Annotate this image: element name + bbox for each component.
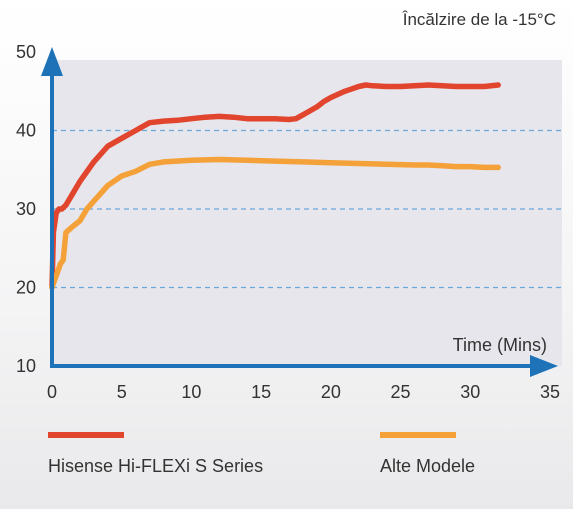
- x-tick-0: 0: [47, 382, 57, 402]
- series-lines: [49, 82, 501, 291]
- y-axis-arrow: [41, 47, 63, 76]
- x-tick-10: 10: [181, 382, 201, 402]
- x-tick-20: 20: [321, 382, 341, 402]
- x-axis-arrow: [530, 355, 558, 377]
- x-tick-labels: 0 5 10 15 20 25 30 35: [47, 382, 560, 402]
- legend: Hisense Hi-FLEXi S Series Alte Modele: [0, 432, 573, 492]
- axes: [41, 47, 558, 377]
- x-axis-title: Time (Mins): [453, 335, 547, 355]
- legend-swatch-hisense: [48, 432, 124, 438]
- x-tick-35: 35: [540, 382, 560, 402]
- y-tick-20: 20: [16, 278, 36, 298]
- legend-swatch-alte-modele: [380, 432, 456, 438]
- x-tick-30: 30: [460, 382, 480, 402]
- y-tick-30: 30: [16, 199, 36, 219]
- x-tick-15: 15: [251, 382, 271, 402]
- condition-label: Încălzire de la -15°C: [402, 10, 556, 29]
- y-tick-50: 50: [16, 42, 36, 62]
- x-tick-5: 5: [117, 382, 127, 402]
- legend-label-hisense: Hisense Hi-FLEXi S Series: [48, 456, 264, 476]
- plot-area: [52, 60, 562, 366]
- line-chart: 10 20 30 40 50 0 5 10 15 20 25 30 35 Încălzire de l…: [16, 10, 562, 402]
- series-line-1: [49, 82, 501, 291]
- y-tick-labels: 10 20 30 40 50: [16, 42, 36, 376]
- y-tick-10: 10: [16, 356, 36, 376]
- x-tick-25: 25: [391, 382, 411, 402]
- y-tick-40: 40: [16, 121, 36, 141]
- legend-label-alte-modele: Alte Modele: [380, 456, 476, 476]
- series-line-2: [49, 156, 501, 291]
